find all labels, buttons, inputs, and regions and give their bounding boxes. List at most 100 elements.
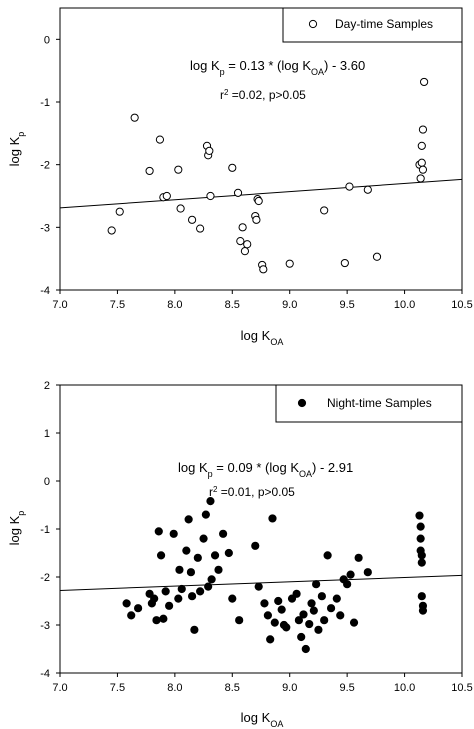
legend: Day-time Samples — [282, 7, 463, 43]
data-point — [270, 618, 279, 627]
y-tick-label: -3 — [40, 222, 50, 234]
data-point — [233, 188, 243, 197]
data-point — [145, 166, 154, 176]
data-point — [218, 529, 228, 538]
data-point — [416, 174, 425, 183]
data-point — [416, 522, 425, 531]
x-tick-label: 10.5 — [451, 682, 472, 694]
x-tick-label: 10.0 — [394, 299, 415, 311]
data-point — [372, 252, 382, 261]
regression-equation: log Kp = 0.13 * (log KOA) - 3.60 — [190, 58, 365, 77]
regression-line — [59, 574, 463, 591]
data-point — [127, 611, 136, 620]
data-point — [107, 226, 116, 235]
data-point — [156, 551, 166, 560]
y-axis-label: log Kp — [7, 132, 26, 167]
y-axis-label: log Kp — [7, 511, 26, 546]
data-point — [187, 215, 197, 224]
data-point — [363, 568, 372, 577]
data-point — [165, 601, 174, 610]
x-tick-label: 10.0 — [394, 682, 415, 694]
y-tick-label: -1 — [40, 524, 50, 536]
data-point — [415, 511, 424, 520]
x-tick-label: 9.0 — [282, 299, 297, 311]
axis-ticks: 7.0 7.5 8.0 8.5 9.0 9.5 10.0 10.5 -4 -3 -2 -1 0 1 2 — [40, 380, 472, 694]
data-point — [343, 580, 352, 589]
y-tick-label: 0 — [44, 476, 50, 488]
x-tick-label: 8.5 — [225, 299, 240, 311]
data-point — [152, 616, 161, 625]
data-point — [186, 568, 196, 577]
data-point — [134, 604, 143, 613]
plot-frame — [59, 7, 463, 291]
data-point — [416, 534, 425, 543]
y-tick-label: -1 — [40, 97, 50, 109]
data-point — [317, 592, 326, 601]
data-point — [417, 592, 426, 601]
day-time-panel: 7.0 7.5 8.0 8.5 9.0 9.5 10.0 10.5 -4 -3 -2 -1 0 Day-… — [7, 7, 473, 347]
data-point — [292, 589, 301, 598]
x-tick-label: 9.5 — [339, 682, 354, 694]
data-point — [320, 616, 329, 625]
data-point — [187, 592, 197, 601]
x-tick-label: 10.5 — [451, 299, 472, 311]
data-point — [252, 215, 261, 224]
data-point — [299, 610, 308, 619]
x-tick-label: 9.5 — [339, 299, 354, 311]
data-point — [235, 616, 244, 625]
data-point — [336, 611, 345, 620]
data-point — [206, 191, 215, 201]
data-point — [201, 510, 210, 519]
data-point — [354, 553, 363, 562]
data-point — [301, 644, 310, 654]
data-point — [297, 632, 306, 642]
regression-stats: r2 =0.02, p>0.05 — [220, 88, 306, 103]
data-point — [238, 223, 247, 232]
data-point — [199, 534, 208, 543]
data-point — [175, 565, 184, 574]
data-point — [417, 558, 426, 567]
data-point — [418, 606, 428, 615]
data-point — [224, 548, 233, 558]
data-point — [323, 551, 332, 560]
data-point — [251, 541, 260, 550]
data-point — [130, 113, 139, 122]
data-point — [169, 529, 178, 538]
data-point — [174, 594, 183, 603]
data-point — [305, 619, 314, 629]
y-tick-label: 0 — [44, 34, 50, 46]
plot-frame — [59, 384, 463, 674]
y-tick-label: -2 — [40, 160, 50, 172]
data-point — [154, 527, 163, 536]
data-point — [206, 497, 215, 506]
data-point — [184, 515, 193, 524]
legend: Night-time Samples — [275, 384, 463, 423]
data-point — [161, 587, 170, 596]
x-tick-label: 7.0 — [52, 682, 67, 694]
x-tick-label: 8.0 — [167, 682, 182, 694]
data-point — [309, 606, 318, 615]
data-point — [177, 584, 186, 594]
data-point — [285, 259, 294, 268]
data-point — [259, 265, 268, 274]
data-point — [340, 258, 349, 268]
data-point — [210, 551, 220, 560]
legend-label: Night-time Samples — [327, 396, 432, 410]
data-point — [214, 565, 223, 574]
data-point — [260, 599, 269, 608]
data-point — [182, 546, 191, 555]
data-point — [345, 182, 354, 191]
data-point — [240, 247, 250, 256]
data-point — [307, 599, 316, 608]
data-points — [122, 497, 428, 654]
data-point — [122, 599, 131, 608]
legend-box — [275, 384, 463, 423]
data-point — [228, 594, 237, 603]
x-axis-label: log KOA — [241, 710, 284, 729]
data-point — [312, 580, 321, 589]
data-point — [176, 204, 185, 213]
regression-line — [59, 178, 463, 209]
x-tick-label: 8.5 — [225, 682, 240, 694]
data-point — [417, 141, 426, 150]
data-point — [115, 207, 124, 216]
